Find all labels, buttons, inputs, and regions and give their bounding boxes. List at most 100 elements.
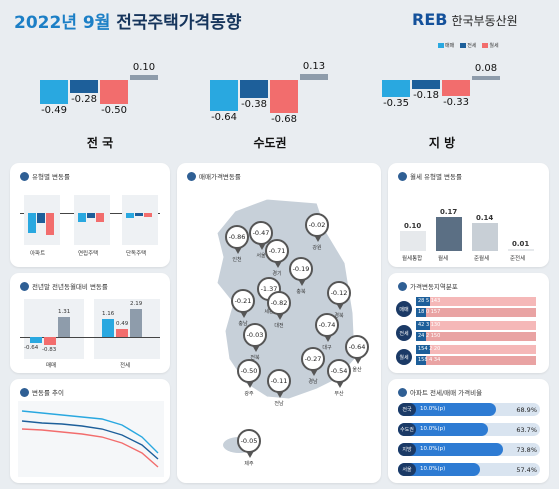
map-pin-label: 광주: [244, 391, 254, 397]
by-type-card: 유형별 변동률 아파트 연립주택 단독주택: [10, 163, 170, 267]
map-pin: -0.47: [249, 221, 273, 250]
map-pin-label: 울산: [352, 367, 362, 373]
category-label: 수도권: [253, 136, 287, 150]
data-label: 154 2 20: [418, 346, 441, 352]
data-label: -0.68: [271, 113, 297, 125]
chart-icon: [398, 387, 407, 397]
bar: [436, 217, 462, 251]
bar: [416, 356, 536, 365]
map-pin: -0.12: [327, 281, 351, 310]
map-pin-label: 제주: [244, 461, 254, 467]
chart-icon: [398, 281, 407, 291]
trend-lines: [18, 401, 164, 477]
ratio-label: 10.0%(p): [420, 406, 446, 412]
bar: [412, 80, 440, 89]
row-badge: 매매: [396, 301, 412, 317]
bar: [416, 332, 426, 341]
ratio-bar: 지방 10.0%(p): [398, 443, 540, 456]
ratio-label: 10.0%(p): [420, 426, 446, 432]
ratio-value: 63.7%: [516, 426, 537, 434]
map-pin-label: 경북: [334, 313, 344, 319]
legend-item: 월세: [482, 42, 499, 49]
row-badge: 전세: [396, 325, 412, 341]
bar: [416, 321, 536, 330]
data-label: 0.17: [440, 208, 458, 216]
bar: [442, 80, 470, 96]
bar: [416, 345, 430, 354]
map-card: 매매가격변동률 -0.86 인천 -0.47 서울 -0.02 강원 -0.71 경기 -0.1…: [177, 163, 381, 483]
reb-logo: REB 한국부동산원: [412, 10, 518, 29]
bar: [70, 80, 98, 94]
data-label: -0.50: [101, 105, 127, 116]
bar: [40, 80, 68, 104]
top-legend: 매매 전세 월세: [438, 42, 499, 49]
ratio-label: 10.0%(p): [420, 446, 446, 452]
map-pin: -0.21: [231, 289, 255, 318]
data-label: 42 3 130: [418, 322, 441, 328]
legend-item: 전세: [460, 42, 476, 49]
data-label: 0.08: [474, 63, 498, 75]
map-pin-label: 세종: [264, 309, 274, 315]
data-label: 158 4 34: [418, 357, 441, 363]
map-pin: -0.71: [265, 239, 289, 268]
monthly-type-card: 월세 유형별 변동률 0.10 월세통합 0.17 월세 0.14 준월세 0.01 준전세: [388, 163, 549, 267]
map-pin: -0.19: [289, 257, 313, 286]
chart-icon: [20, 171, 29, 181]
data-label: 24 2 150: [418, 333, 441, 339]
map-pin-label: 강원: [312, 245, 322, 251]
ratio-value: 57.4%: [516, 466, 537, 474]
data-label: 18 0 157: [418, 309, 441, 315]
row-badge: 서울: [398, 463, 416, 476]
bar: [472, 76, 500, 80]
category-label: 월세통합: [402, 256, 423, 262]
map-pin-label: 충남: [238, 321, 248, 327]
data-label: -0.49: [41, 104, 67, 116]
data-label: -0.35: [383, 97, 409, 109]
data-label: -0.64: [211, 111, 237, 123]
category-label: 준월세: [474, 256, 490, 262]
yoy-card: 전년말 전년동월대비 변동률 -0.64 -0.83 1.31 1.16 0.4…: [10, 273, 170, 373]
bar: [382, 80, 410, 97]
bar: [400, 231, 426, 251]
data-label: 0.10: [404, 222, 422, 230]
category-label: 월세: [438, 256, 449, 262]
category-label: 지 방: [428, 136, 456, 150]
bar: [416, 356, 426, 365]
ratio-fill: [398, 463, 480, 476]
bar: [416, 345, 536, 354]
chart-icon: [20, 387, 29, 397]
bar: [300, 73, 328, 80]
bar: [416, 332, 536, 341]
distribution-card: 가격변동지역분포 매매 28 5 143 18 0 157 전세 42 3 130 24 …: [388, 273, 549, 373]
data-label: 0.14: [476, 214, 494, 222]
bar: [416, 297, 536, 306]
category-label: 준전세: [510, 256, 526, 262]
data-label: 0.01: [512, 240, 530, 248]
chart-icon: [20, 281, 29, 291]
bar: [416, 308, 426, 317]
map-pin: -0.82: [267, 291, 291, 320]
bar: [416, 297, 430, 306]
legend-item: 매매: [438, 42, 454, 49]
bar: [416, 321, 430, 330]
row-badge: 월세: [396, 349, 412, 365]
data-label: -0.38: [241, 99, 267, 111]
map-pin-label: 인천: [232, 257, 242, 263]
page-title: 2022년 9월 전국주택가격동향: [14, 13, 242, 33]
data-label: 28 5 143: [418, 298, 441, 304]
map-pin: -0.27: [301, 347, 325, 376]
data-label: 0.13: [302, 60, 326, 72]
map-pin: -0.02: [305, 213, 329, 242]
trend-card: 변동률 추이: [10, 379, 170, 483]
bar: [100, 80, 128, 104]
chart-icon: [398, 171, 407, 181]
map-pin-label: 경기: [272, 271, 282, 277]
data-label: 0.10: [132, 62, 156, 74]
map-pin-label: 서울: [256, 253, 266, 259]
bar: [508, 249, 534, 251]
bar: [130, 75, 158, 80]
bar: [416, 308, 536, 317]
map-pin: -0.74: [315, 313, 339, 342]
bar: [270, 80, 298, 113]
ratio-fill: [398, 443, 503, 456]
